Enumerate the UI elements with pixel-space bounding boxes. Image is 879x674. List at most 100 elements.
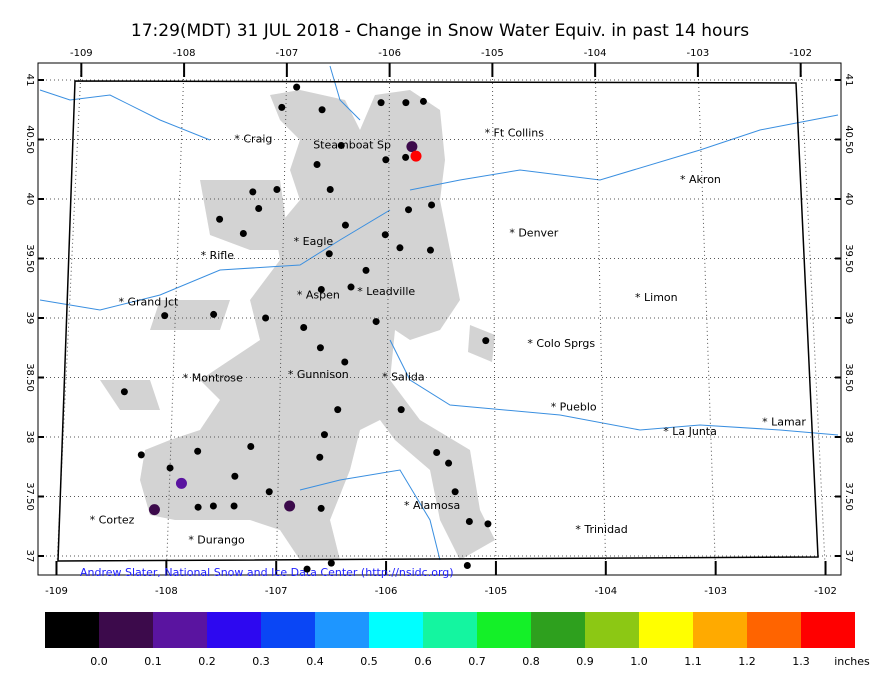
station	[313, 160, 321, 168]
colorbar-tick-label: 0.0	[90, 655, 108, 668]
lon-tick-label: -105	[485, 586, 508, 597]
city-label: * Eagle	[294, 235, 334, 248]
river	[409, 114, 839, 191]
lon-tick-label: -104	[594, 586, 617, 597]
station	[239, 230, 247, 238]
city-label: * Aspen	[297, 288, 340, 301]
station	[397, 406, 405, 414]
city-label: * Pueblo	[551, 400, 597, 413]
colorbar-tick-label: 0.1	[144, 655, 162, 668]
lat-tick-label: 39	[843, 312, 854, 325]
station	[175, 477, 187, 489]
lat-tick-label: 40.50	[24, 125, 35, 154]
station	[249, 188, 257, 196]
station	[247, 443, 255, 451]
colorbar-tick-label: 0.4	[306, 655, 324, 668]
colorbar-tick-label: 1.3	[792, 655, 810, 668]
station	[303, 565, 311, 573]
city-label: * Rifle	[201, 249, 235, 262]
terrain-pikes	[468, 325, 495, 362]
map-frame	[37, 62, 842, 576]
city-label: Steamboat Sp	[313, 138, 391, 151]
colorbar: 0.0 0.1 0.2 0.3 0.4 0.5 0.6 0.7 0.8 0.9 1.0 1.1 1.2 1…	[45, 612, 870, 668]
city-label: * La Junta	[663, 425, 717, 438]
station	[273, 185, 281, 193]
station	[402, 153, 410, 161]
terrain-west	[100, 380, 160, 410]
station	[137, 451, 145, 459]
credit: Andrew Slater, National Snow and Ice Dat…	[80, 566, 454, 579]
station	[209, 502, 217, 510]
colorbar-tick-label: 0.2	[198, 655, 216, 668]
station	[428, 201, 436, 209]
station	[326, 185, 334, 193]
station	[334, 406, 342, 414]
grid-line	[275, 62, 288, 576]
river	[299, 469, 441, 561]
colorbar-swatch	[477, 612, 531, 648]
colorbar-tick-label: 0.9	[576, 655, 594, 668]
station	[347, 283, 355, 291]
station	[445, 459, 453, 467]
city-label: * Gunnison	[288, 368, 349, 381]
station	[410, 150, 422, 162]
station	[484, 520, 492, 528]
lon-tick-label: -108	[155, 586, 178, 597]
colorbar-swatch	[423, 612, 477, 648]
station	[265, 488, 273, 496]
colorbar-swatch	[585, 612, 639, 648]
station	[230, 502, 238, 510]
station	[451, 488, 459, 496]
station	[433, 448, 441, 456]
terrain-mesa	[150, 300, 230, 330]
station	[465, 517, 473, 525]
grid-line	[594, 62, 607, 576]
lat-tick-label: 39	[24, 312, 35, 325]
station	[278, 103, 286, 111]
colorbar-tick-label: 0.5	[360, 655, 378, 668]
station	[216, 215, 224, 223]
station	[406, 141, 418, 153]
lon-tick-label: -102	[789, 48, 812, 59]
station	[316, 453, 324, 461]
station	[325, 250, 333, 258]
colorbar-swatch	[369, 612, 423, 648]
lat-tick-label: 38	[843, 431, 854, 444]
colorbar-swatch	[207, 612, 261, 648]
city-label: * Craig	[234, 133, 272, 146]
grid-line	[165, 62, 185, 576]
lat-tick-label: 41	[24, 74, 35, 87]
grid-line	[385, 62, 391, 576]
station	[382, 156, 390, 164]
colorbar-swatch	[153, 612, 207, 648]
station	[166, 464, 174, 472]
terrain	[100, 90, 495, 560]
lon-tick-label: -107	[276, 48, 299, 59]
lat-tick-label: 37	[24, 550, 35, 563]
lon-tick-label: -109	[70, 48, 93, 59]
colorbar-swatch	[531, 612, 585, 648]
colorbar-unit: inches	[834, 655, 870, 668]
rivers	[39, 65, 839, 561]
station	[419, 97, 427, 105]
station	[262, 314, 270, 322]
lon-tick-label: -109	[45, 586, 68, 597]
station	[362, 266, 370, 274]
colorbar-swatch	[747, 612, 801, 648]
city-label: * Durango	[188, 534, 245, 547]
lat-tick-label: 37	[843, 550, 854, 563]
city-label: * Trinidad	[575, 523, 627, 536]
colorbar-swatch	[99, 612, 153, 648]
station	[284, 500, 296, 512]
station	[327, 559, 335, 567]
river	[39, 89, 211, 141]
colorbar-tick-label: 1.0	[630, 655, 648, 668]
lon-tick-label: -104	[584, 48, 607, 59]
city-label: * Ft Collins	[485, 127, 545, 140]
station	[293, 83, 301, 91]
colorbar-swatch	[639, 612, 693, 648]
station	[161, 312, 169, 320]
city-label: * Alamosa	[404, 499, 460, 512]
colorbar-swatch	[315, 612, 369, 648]
